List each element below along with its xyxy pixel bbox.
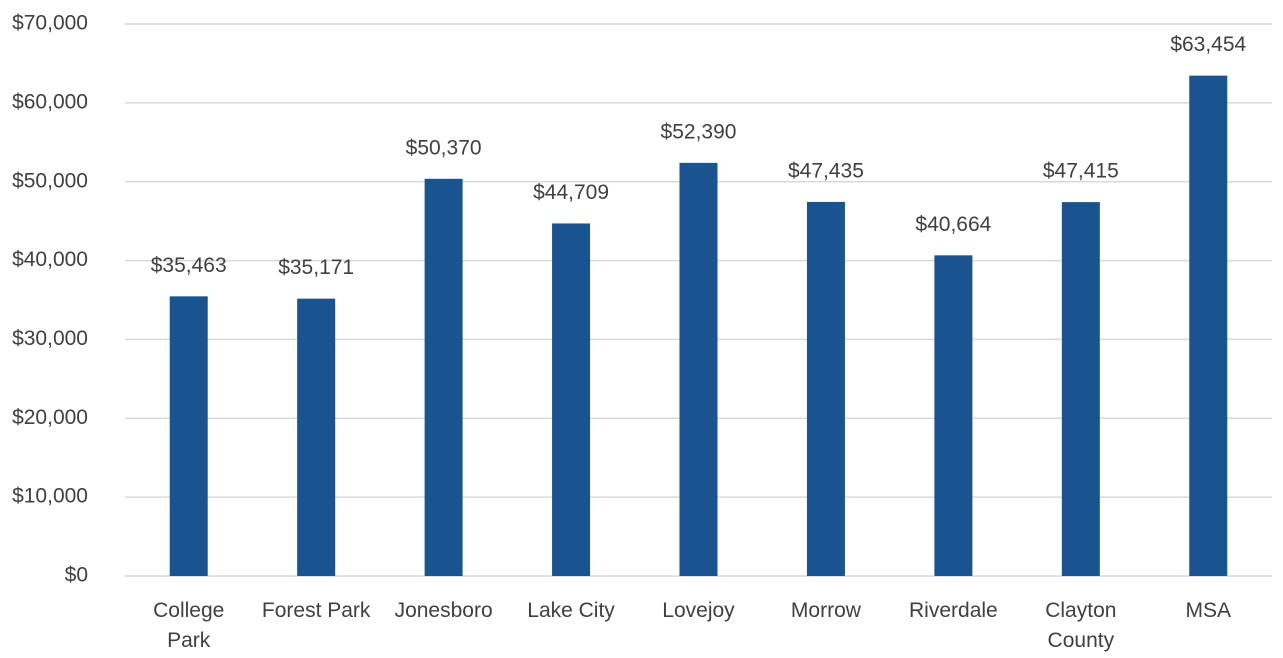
bar	[934, 255, 973, 576]
data-label: $40,664	[915, 213, 991, 236]
bar	[1189, 75, 1228, 577]
y-tick-label: $50,000	[12, 169, 88, 192]
data-label: $47,415	[1043, 160, 1119, 183]
y-tick-label: $40,000	[12, 248, 88, 271]
bar	[169, 296, 208, 576]
bar	[297, 298, 336, 576]
y-tick-label: $60,000	[12, 90, 88, 113]
data-label: $50,370	[406, 136, 482, 159]
y-tick-label: $20,000	[12, 406, 88, 429]
y-tick-label: $0	[65, 564, 88, 587]
x-tick-label: College Park	[153, 599, 225, 652]
bar	[806, 201, 845, 576]
data-label: $44,709	[533, 181, 609, 204]
bar	[1061, 202, 1100, 576]
data-label: $52,390	[661, 120, 737, 143]
y-tick-label: $10,000	[12, 485, 88, 508]
x-tick-label: Lovejoy	[662, 599, 735, 622]
data-label: $35,463	[151, 254, 227, 277]
y-tick-label: $30,000	[12, 327, 88, 350]
x-tick-label: Clayton County	[1045, 599, 1117, 652]
x-tick-label: Morrow	[790, 599, 861, 622]
bar	[424, 178, 463, 576]
data-label: $47,435	[788, 159, 864, 182]
x-tick-label: Jonesboro	[394, 599, 493, 622]
x-tick-label: Lake City	[527, 599, 615, 622]
y-tick-label: $70,000	[12, 12, 88, 35]
bar	[679, 162, 718, 576]
x-tick-label: Forest Park	[261, 599, 371, 622]
x-tick-label: MSA	[1185, 599, 1232, 622]
data-label: $63,454	[1170, 33, 1246, 56]
data-label: $35,171	[278, 256, 354, 279]
bar	[552, 223, 591, 576]
x-tick-label: Riverdale	[909, 599, 998, 622]
